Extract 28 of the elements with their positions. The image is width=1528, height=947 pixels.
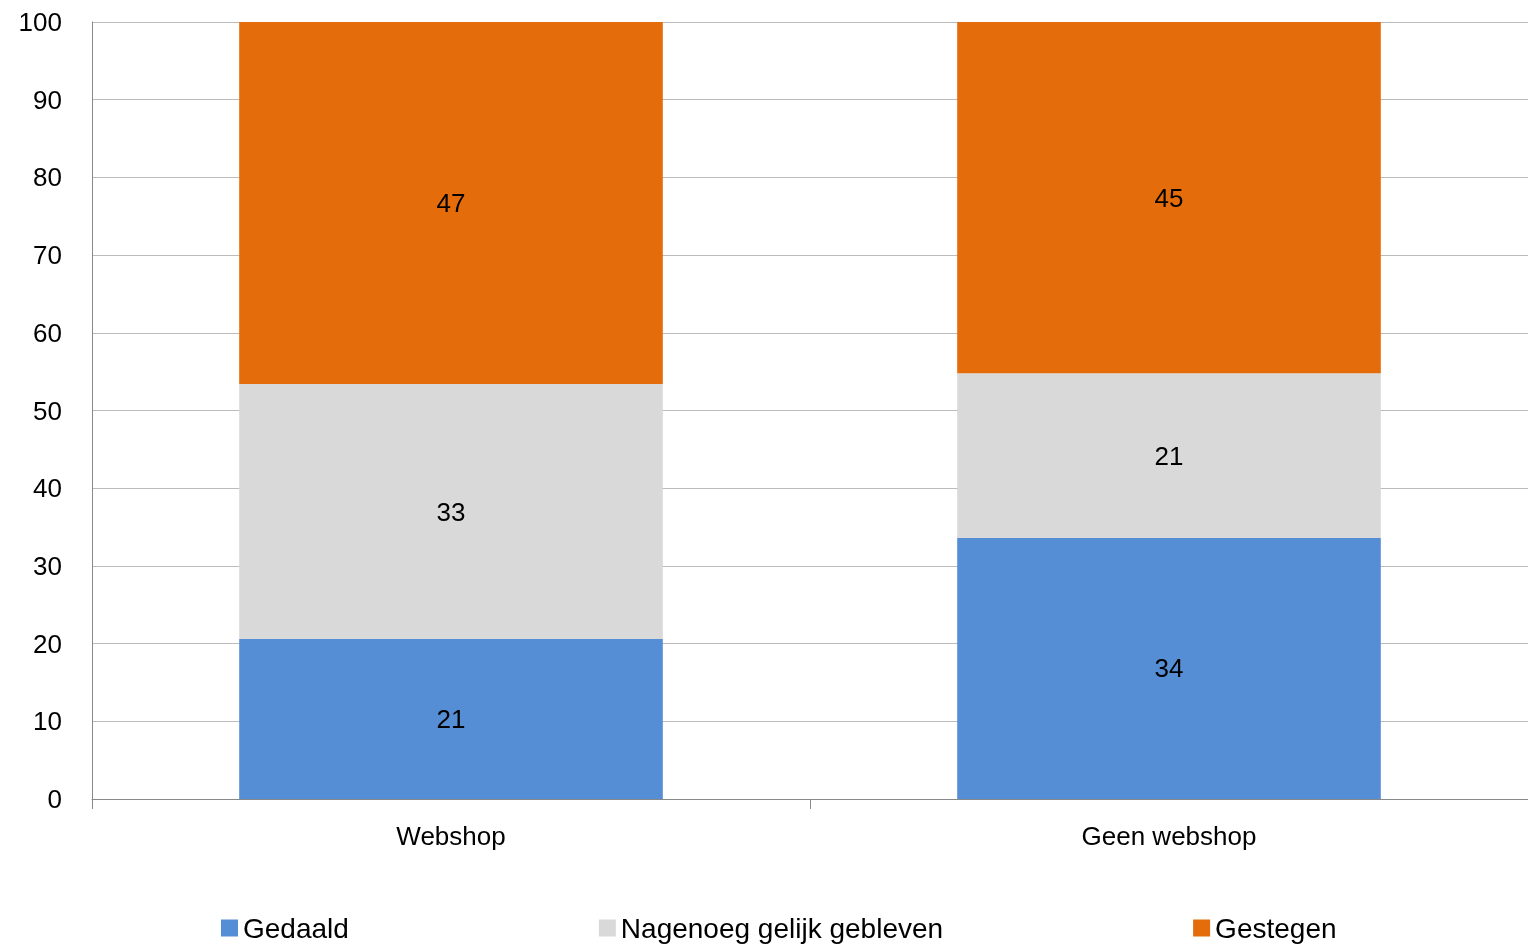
y-tick-label: 90 xyxy=(33,84,62,115)
data-label: 21 xyxy=(1154,440,1184,471)
y-tick-label: 80 xyxy=(33,162,62,193)
y-tick-label: 30 xyxy=(33,550,62,581)
y-tick-label: 40 xyxy=(33,473,62,504)
data-label: 21 xyxy=(436,703,466,734)
y-tick-label: 70 xyxy=(33,240,62,271)
y-tick-label: 60 xyxy=(33,317,62,348)
data-label: 34 xyxy=(1154,653,1184,684)
bar xyxy=(239,22,663,385)
bar xyxy=(239,384,663,639)
bar xyxy=(957,373,1381,538)
y-tick-label: 0 xyxy=(47,784,62,814)
y-tick-label: 10 xyxy=(33,706,62,737)
bar xyxy=(957,22,1381,374)
y-tick-label: 100 xyxy=(18,7,62,37)
legend-label: Nagenoeg gelijk gebleven xyxy=(620,912,944,944)
legend-label: Gedaald xyxy=(243,912,349,944)
data-label: 33 xyxy=(436,496,466,527)
x-tick-label: Geen webshop xyxy=(1081,821,1257,851)
bar xyxy=(957,537,1381,799)
data-label: 45 xyxy=(1154,182,1184,213)
bar xyxy=(239,638,663,799)
y-tick-label: 20 xyxy=(33,628,62,659)
data-label: 47 xyxy=(436,188,466,219)
y-tick-label: 50 xyxy=(33,395,62,426)
legend-label: Gestegen xyxy=(1215,912,1337,944)
x-tick-label: Webshop xyxy=(396,821,506,851)
